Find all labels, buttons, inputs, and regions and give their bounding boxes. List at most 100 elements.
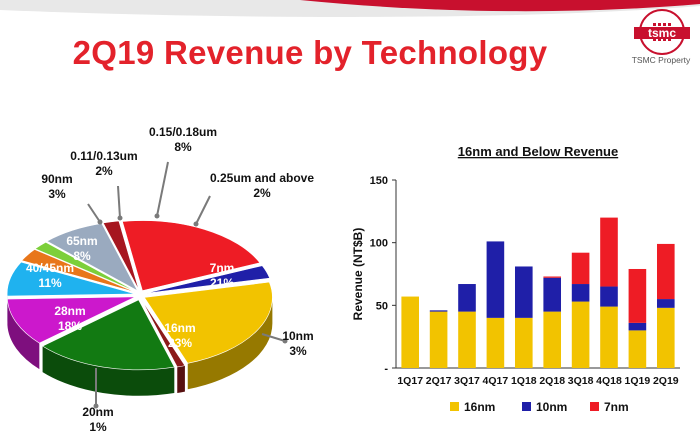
- pie-value-28nm: 18%: [58, 319, 82, 333]
- pie-slice-7nm: [121, 220, 261, 291]
- y-tick-label: 50: [376, 300, 388, 312]
- pie-value-0-25um-and-above: 2%: [253, 186, 271, 200]
- pie-slice-0-11-0-13um: [34, 241, 137, 292]
- bar-7nm-3q18: [571, 252, 590, 285]
- legend-label-16nm: 16nm: [464, 400, 495, 414]
- bar-16nm-4q17: [486, 317, 505, 368]
- bar-10nm-3q18: [571, 284, 590, 302]
- legend-swatch-10nm: [522, 402, 531, 411]
- pie-value-0-11-0-13um: 2%: [95, 164, 113, 178]
- bar-7nm-2q19: [656, 243, 675, 300]
- technology-pie-chart: 7nm21%10nm3%16nm23%20nm1%28nm18%40/45nm1…: [6, 125, 314, 434]
- pie-leader-10nm: [261, 333, 286, 342]
- bar-16nm-2q18: [543, 311, 562, 368]
- pie-value-40-45nm: 11%: [38, 276, 62, 290]
- pie-label-0-25um-and-above: 0.25um and above: [210, 171, 314, 185]
- bar-16nm-4q18: [600, 306, 618, 368]
- x-tick-label: 1Q18: [511, 375, 537, 387]
- legend-label-10nm: 10nm: [536, 400, 567, 414]
- bar-16nm-1q19: [628, 330, 647, 368]
- y-tick-label: -: [384, 363, 388, 375]
- tsmc-logo: tsmc: [634, 9, 690, 55]
- pie-slice-28nm: [41, 299, 175, 371]
- pie-leader-dot-90nm: [97, 219, 103, 225]
- pie-side-20nm: [177, 365, 185, 393]
- pie-label-28nm: 28nm: [54, 304, 85, 318]
- pie-leader-dot-20nm: [93, 403, 99, 409]
- bar-10nm-4q18: [600, 286, 618, 307]
- x-tick-label: 2Q18: [539, 375, 565, 387]
- pie-label-20nm: 20nm: [82, 405, 113, 419]
- bar-10nm-3q17: [458, 284, 476, 312]
- pie-slice-65nm: [6, 261, 136, 297]
- pie-value-10nm: 3%: [289, 344, 307, 358]
- bar-7nm-4q18: [600, 217, 618, 287]
- x-tick-label: 2Q17: [426, 375, 452, 387]
- pie-label-0-15-0-18um: 0.15/0.18um: [149, 125, 217, 139]
- pie-leader-dot-10nm: [282, 338, 288, 344]
- bar-7nm-2q18: [543, 276, 562, 278]
- y-tick-label: 150: [370, 175, 388, 187]
- page-title: 2Q19 Revenue by Technology: [72, 34, 548, 71]
- legend-swatch-16nm: [450, 402, 459, 411]
- pie-side-40-45nm: [7, 299, 40, 370]
- pie-value-20nm: 1%: [89, 420, 107, 434]
- bar-10nm-1q18: [514, 266, 533, 318]
- pie-leader-dot-0-25um-and-above: [193, 221, 199, 227]
- legend-swatch-7nm: [590, 402, 599, 411]
- x-tick-label: 3Q18: [568, 375, 594, 387]
- logo-text: tsmc: [648, 26, 676, 40]
- bar-10nm-4q17: [486, 241, 505, 318]
- pie-leader-0-11-0-13um: [117, 185, 121, 219]
- x-tick-label: 1Q17: [397, 375, 423, 387]
- pie-slice-90nm: [21, 249, 136, 293]
- bar-16nm-1q18: [514, 317, 533, 368]
- pie-leader-0-25um-and-above: [195, 195, 211, 225]
- pie-label-65nm: 65nm: [66, 234, 97, 248]
- bar-16nm-2q17: [429, 311, 448, 368]
- pie-label-10nm: 10nm: [282, 329, 313, 343]
- x-tick-label: 2Q19: [653, 375, 679, 387]
- pie-leader-90nm: [87, 203, 101, 223]
- pie-value-90nm: 3%: [48, 187, 66, 201]
- revenue-bar-chart: 16nm and Below Revenue Revenue (NT$B) - 50 1…: [351, 144, 680, 414]
- bar-7nm-1q19: [628, 268, 647, 323]
- x-tick-label: 4Q17: [483, 375, 509, 387]
- pie-value-7nm: 21%: [210, 276, 234, 290]
- y-tick-label: 100: [370, 238, 388, 250]
- pie-label-40-45nm: 40/45nm: [26, 261, 74, 275]
- x-tick-label: 3Q17: [454, 375, 480, 387]
- logo-caption: TSMC Property: [631, 55, 691, 65]
- bar-16nm-3q17: [458, 311, 476, 368]
- x-tick-label: 1Q19: [625, 375, 651, 387]
- pie-leader-dot-0-15-0-18um: [154, 213, 160, 219]
- bar-10nm-2q17: [429, 310, 448, 312]
- legend-label-7nm: 7nm: [604, 400, 629, 414]
- pie-leader-dot-0-11-0-13um: [117, 215, 123, 221]
- bar-chart-title: 16nm and Below Revenue: [458, 144, 618, 159]
- pie-label-90nm: 90nm: [41, 172, 72, 186]
- pie-slice-10nm: [144, 265, 271, 294]
- pie-value-16nm: 23%: [168, 336, 192, 350]
- bar-10nm-2q19: [656, 299, 675, 308]
- pie-label-7nm: 7nm: [210, 261, 235, 275]
- bar-16nm-2q19: [656, 307, 675, 368]
- header-band: [0, 0, 700, 17]
- pie-value-0-15-0-18um: 8%: [174, 140, 192, 154]
- pie-side-28nm: [42, 346, 175, 396]
- x-tick-label: 4Q18: [596, 375, 622, 387]
- bar-10nm-2q18: [543, 277, 562, 312]
- pie-slice-20nm: [141, 299, 186, 368]
- pie-slice-0-25um-and-above: [102, 220, 140, 291]
- y-axis-label: Revenue (NT$B): [351, 228, 365, 321]
- pie-slice-40-45nm: [7, 296, 136, 344]
- bar-10nm-1q19: [628, 322, 647, 331]
- pie-label-0-11-0-13um: 0.11/0.13um: [70, 149, 137, 163]
- pie-side-16nm: [187, 297, 273, 390]
- pie-label-16nm: 16nm: [164, 321, 195, 335]
- pie-slice-16nm: [143, 281, 273, 364]
- bar-16nm-3q18: [571, 301, 590, 368]
- pie-value-65nm: 8%: [73, 249, 91, 263]
- pie-leader-0-15-0-18um: [156, 161, 169, 217]
- bar-16nm-1q17: [401, 296, 420, 368]
